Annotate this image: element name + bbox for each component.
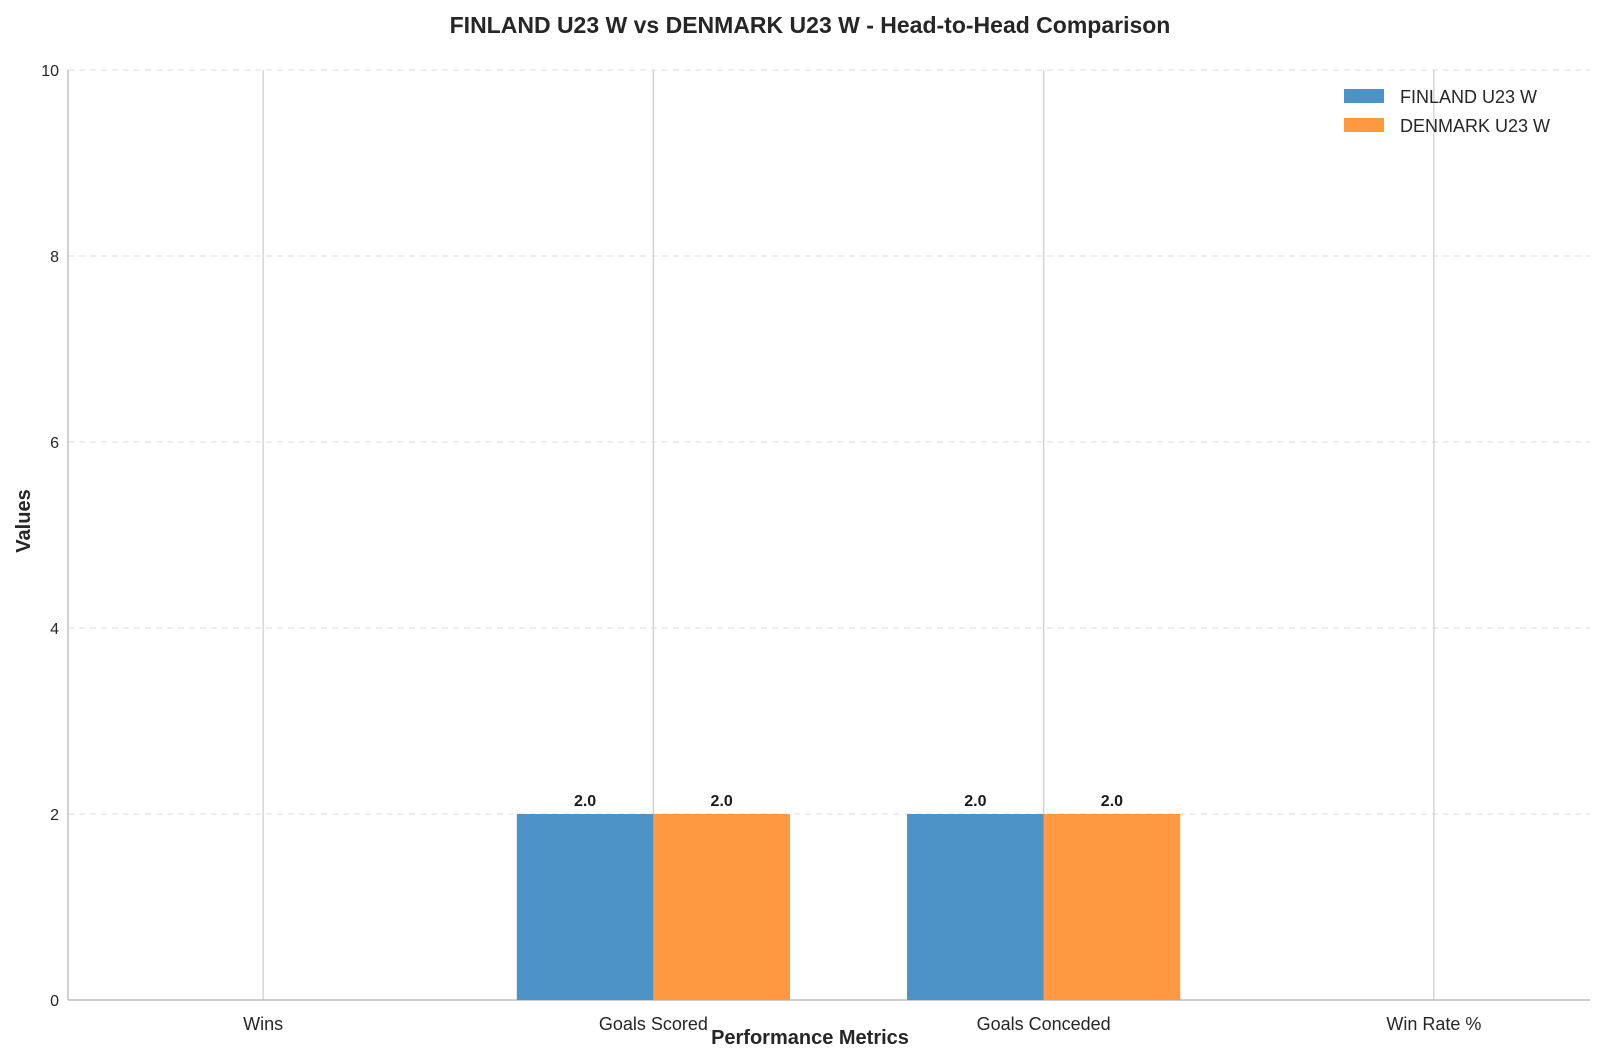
chart-title: FINLAND U23 W vs DENMARK U23 W - Head-to… <box>450 12 1171 38</box>
data-labels: 2.0 2.0 2.0 2.0 <box>574 793 1123 810</box>
legend-swatch <box>1344 89 1384 103</box>
bar <box>653 814 790 1000</box>
legend: FINLAND U23 W DENMARK U23 W <box>1344 87 1550 136</box>
gridlines <box>68 69 1590 1000</box>
y-tick-label: 6 <box>50 435 59 452</box>
x-tick-label: Wins <box>243 1014 283 1034</box>
bar <box>1043 814 1181 1000</box>
x-tick-label: Goals Conceded <box>977 1014 1111 1034</box>
bar-data-label: 2.0 <box>574 793 596 810</box>
bar <box>907 814 1044 1000</box>
tick-labels: 0 2 4 6 8 10 Wins Goals Scored Goals Conceded Win… <box>41 63 1481 1034</box>
y-axis-label: Values <box>13 489 35 552</box>
y-tick-label: 8 <box>50 249 59 266</box>
y-tick-label: 2 <box>50 807 59 824</box>
bar <box>516 814 654 1000</box>
legend-label: DENMARK U23 W <box>1400 116 1550 136</box>
bar-data-label: 2.0 <box>964 793 986 810</box>
y-tick-label: 0 <box>50 993 59 1010</box>
x-axis-label: Performance Metrics <box>711 1027 909 1049</box>
axes <box>67 70 1590 1001</box>
bar-data-label: 2.0 <box>1101 793 1123 810</box>
x-tick-label: Win Rate % <box>1386 1014 1481 1034</box>
legend-swatch <box>1344 118 1384 132</box>
y-tick-label: 10 <box>41 63 59 80</box>
bar-data-label: 2.0 <box>711 793 733 810</box>
bars <box>516 814 1181 1000</box>
y-tick-label: 4 <box>50 621 59 638</box>
legend-label: FINLAND U23 W <box>1400 87 1537 107</box>
x-tick-label: Goals Scored <box>599 1014 708 1034</box>
